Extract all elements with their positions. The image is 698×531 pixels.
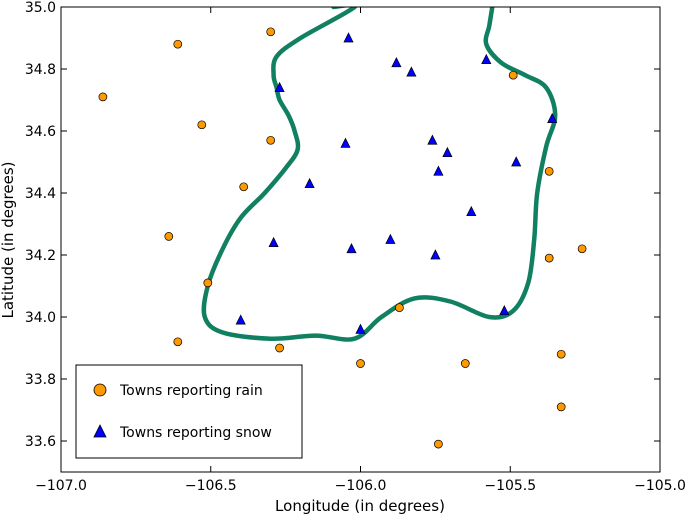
rain-point [275, 343, 284, 353]
y-tick-label: 34.2 [25, 248, 56, 264]
rain-point [197, 120, 207, 130]
legend: Towns reporting rain Towns reporting sno… [75, 364, 303, 459]
legend-rain-label: Towns reporting rain [119, 383, 263, 399]
snow-point [499, 305, 510, 316]
y-tick-label: 35.0 [25, 0, 56, 16]
rain-point [356, 359, 365, 368]
snow-point [304, 177, 315, 189]
y-tick-label: 34.8 [25, 62, 56, 78]
rain-point [266, 27, 276, 37]
snow-point [274, 81, 285, 92]
legend-box [75, 364, 303, 459]
snow-point [433, 165, 444, 176]
snow-point [427, 134, 438, 145]
rain-point [203, 278, 213, 288]
y-axis-label: Latitude (in degrees) [0, 161, 17, 318]
rain-point [164, 232, 174, 241]
x-tick-label: −106.0 [335, 478, 387, 494]
rain-point [266, 135, 276, 145]
legend-rain-marker [93, 383, 107, 397]
rain-point [434, 439, 443, 449]
rain-point [98, 92, 108, 102]
boundary-curve [201, 7, 558, 342]
rain-point [460, 359, 470, 368]
rain-point [577, 244, 587, 254]
snow-point [406, 66, 417, 77]
y-tick-label: 33.8 [25, 372, 56, 388]
rain-point [173, 337, 183, 347]
y-tick-label: 34.0 [25, 310, 56, 326]
x-axis-label: Longitude (in degrees) [275, 497, 445, 515]
rain-point [544, 253, 554, 263]
snow-point [268, 236, 279, 247]
rain-point [239, 182, 249, 192]
legend-snow-marker [93, 424, 107, 438]
x-tick-label: −105.5 [484, 478, 536, 494]
rain-point [556, 349, 566, 359]
rain-point [556, 402, 566, 412]
rain-point [395, 303, 404, 313]
x-tick-label: −106.5 [185, 478, 237, 494]
snow-point [547, 112, 558, 123]
snow-point [430, 249, 441, 260]
y-tick-label: 33.6 [25, 434, 56, 450]
y-tick-label: 34.6 [25, 124, 56, 140]
snow-point [343, 32, 354, 43]
rain-point [544, 166, 554, 176]
snow-point [340, 137, 351, 148]
legend-snow-label: Towns reporting snow [119, 425, 272, 441]
x-tick-label: −105.0 [634, 478, 686, 494]
snow-point [511, 156, 522, 167]
x-tick-label: −107.0 [35, 478, 87, 494]
snow-point [481, 53, 492, 65]
snow-point [391, 57, 402, 68]
snow-point [346, 243, 357, 254]
snow-point [385, 233, 396, 244]
snow-point [355, 323, 366, 334]
snow-point [442, 146, 453, 158]
snow-point [235, 314, 246, 325]
snow-point [466, 205, 477, 216]
rain-point [508, 70, 518, 80]
rain-point [173, 39, 183, 49]
y-tick-label: 34.4 [25, 186, 56, 202]
